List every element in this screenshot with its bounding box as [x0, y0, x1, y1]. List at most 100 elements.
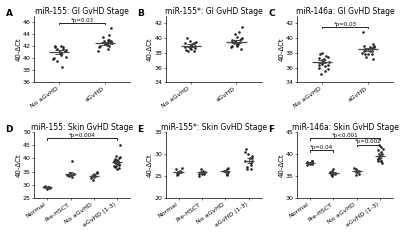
Point: [225, 166, 231, 170]
Point: [375, 159, 382, 162]
Point: [315, 66, 322, 70]
Point: [363, 55, 369, 59]
Text: A: A: [6, 9, 12, 18]
Point: [188, 44, 194, 47]
Point: [231, 41, 237, 44]
Text: *p=0.002: *p=0.002: [355, 140, 382, 145]
Point: [105, 47, 111, 51]
Point: [356, 169, 362, 172]
Point: [330, 168, 336, 171]
Point: [319, 62, 326, 66]
Text: *p=0.004: *p=0.004: [69, 133, 96, 138]
Point: [378, 150, 384, 153]
Point: [184, 50, 191, 53]
Point: [366, 49, 373, 53]
Point: [370, 57, 377, 61]
Text: E: E: [137, 125, 143, 134]
Point: [111, 164, 118, 168]
Point: [62, 55, 69, 59]
Point: [328, 169, 335, 172]
Point: [91, 172, 98, 176]
Point: [94, 170, 100, 174]
Point: [248, 161, 255, 164]
Text: C: C: [268, 9, 275, 18]
Point: [304, 161, 310, 164]
Point: [309, 159, 315, 162]
Point: [68, 159, 75, 163]
Point: [362, 47, 369, 51]
Point: [113, 154, 119, 157]
Point: [106, 44, 112, 48]
Point: [91, 173, 97, 177]
Point: [319, 59, 326, 62]
Point: [369, 47, 375, 50]
Point: [60, 45, 66, 49]
Point: [45, 185, 52, 189]
Point: [375, 157, 382, 161]
Point: [316, 63, 322, 67]
Point: [367, 45, 373, 49]
Point: [304, 163, 310, 167]
Point: [52, 44, 58, 48]
Point: [365, 52, 371, 56]
Point: [307, 162, 313, 165]
Point: [232, 33, 238, 36]
Point: [379, 148, 386, 151]
Point: [377, 154, 383, 158]
Point: [182, 45, 188, 49]
Point: [201, 172, 208, 176]
Title: miR-155: Skin GvHD Stage: miR-155: Skin GvHD Stage: [31, 123, 133, 132]
Point: [70, 172, 76, 176]
Point: [237, 38, 243, 42]
Point: [199, 169, 206, 172]
Point: [175, 170, 181, 173]
Point: [113, 161, 120, 165]
Point: [192, 44, 198, 48]
Point: [188, 43, 194, 47]
Y-axis label: 40-ΔCt: 40-ΔCt: [278, 37, 284, 61]
Point: [233, 41, 240, 45]
Text: *p=0.03: *p=0.03: [334, 22, 357, 27]
Point: [249, 157, 255, 160]
Point: [106, 33, 112, 37]
Point: [112, 164, 119, 168]
Point: [114, 167, 120, 171]
Point: [228, 45, 234, 49]
Point: [354, 170, 360, 173]
Point: [378, 145, 384, 149]
Point: [97, 44, 104, 48]
Point: [108, 39, 114, 43]
Point: [370, 42, 376, 46]
Point: [224, 171, 231, 174]
Point: [368, 52, 375, 55]
Point: [60, 47, 66, 51]
Point: [94, 171, 100, 175]
Point: [62, 49, 69, 52]
Point: [321, 57, 327, 61]
Point: [101, 43, 108, 46]
Point: [50, 58, 56, 61]
Point: [229, 40, 235, 44]
Point: [115, 160, 121, 163]
Point: [174, 173, 180, 176]
Point: [104, 43, 110, 47]
Point: [64, 173, 70, 177]
Point: [326, 60, 332, 64]
Point: [117, 155, 123, 159]
Point: [242, 150, 248, 153]
Point: [353, 171, 359, 174]
Point: [112, 165, 118, 169]
Point: [90, 178, 96, 181]
Point: [224, 173, 231, 176]
Point: [183, 48, 190, 52]
Point: [41, 186, 48, 189]
Point: [328, 172, 334, 176]
Point: [238, 37, 244, 41]
Point: [308, 160, 315, 164]
Point: [57, 50, 64, 54]
Point: [374, 149, 381, 152]
Title: miR-155: GI GvHD Stage: miR-155: GI GvHD Stage: [35, 7, 129, 16]
Point: [70, 172, 77, 176]
Point: [192, 47, 198, 50]
Point: [332, 172, 338, 176]
